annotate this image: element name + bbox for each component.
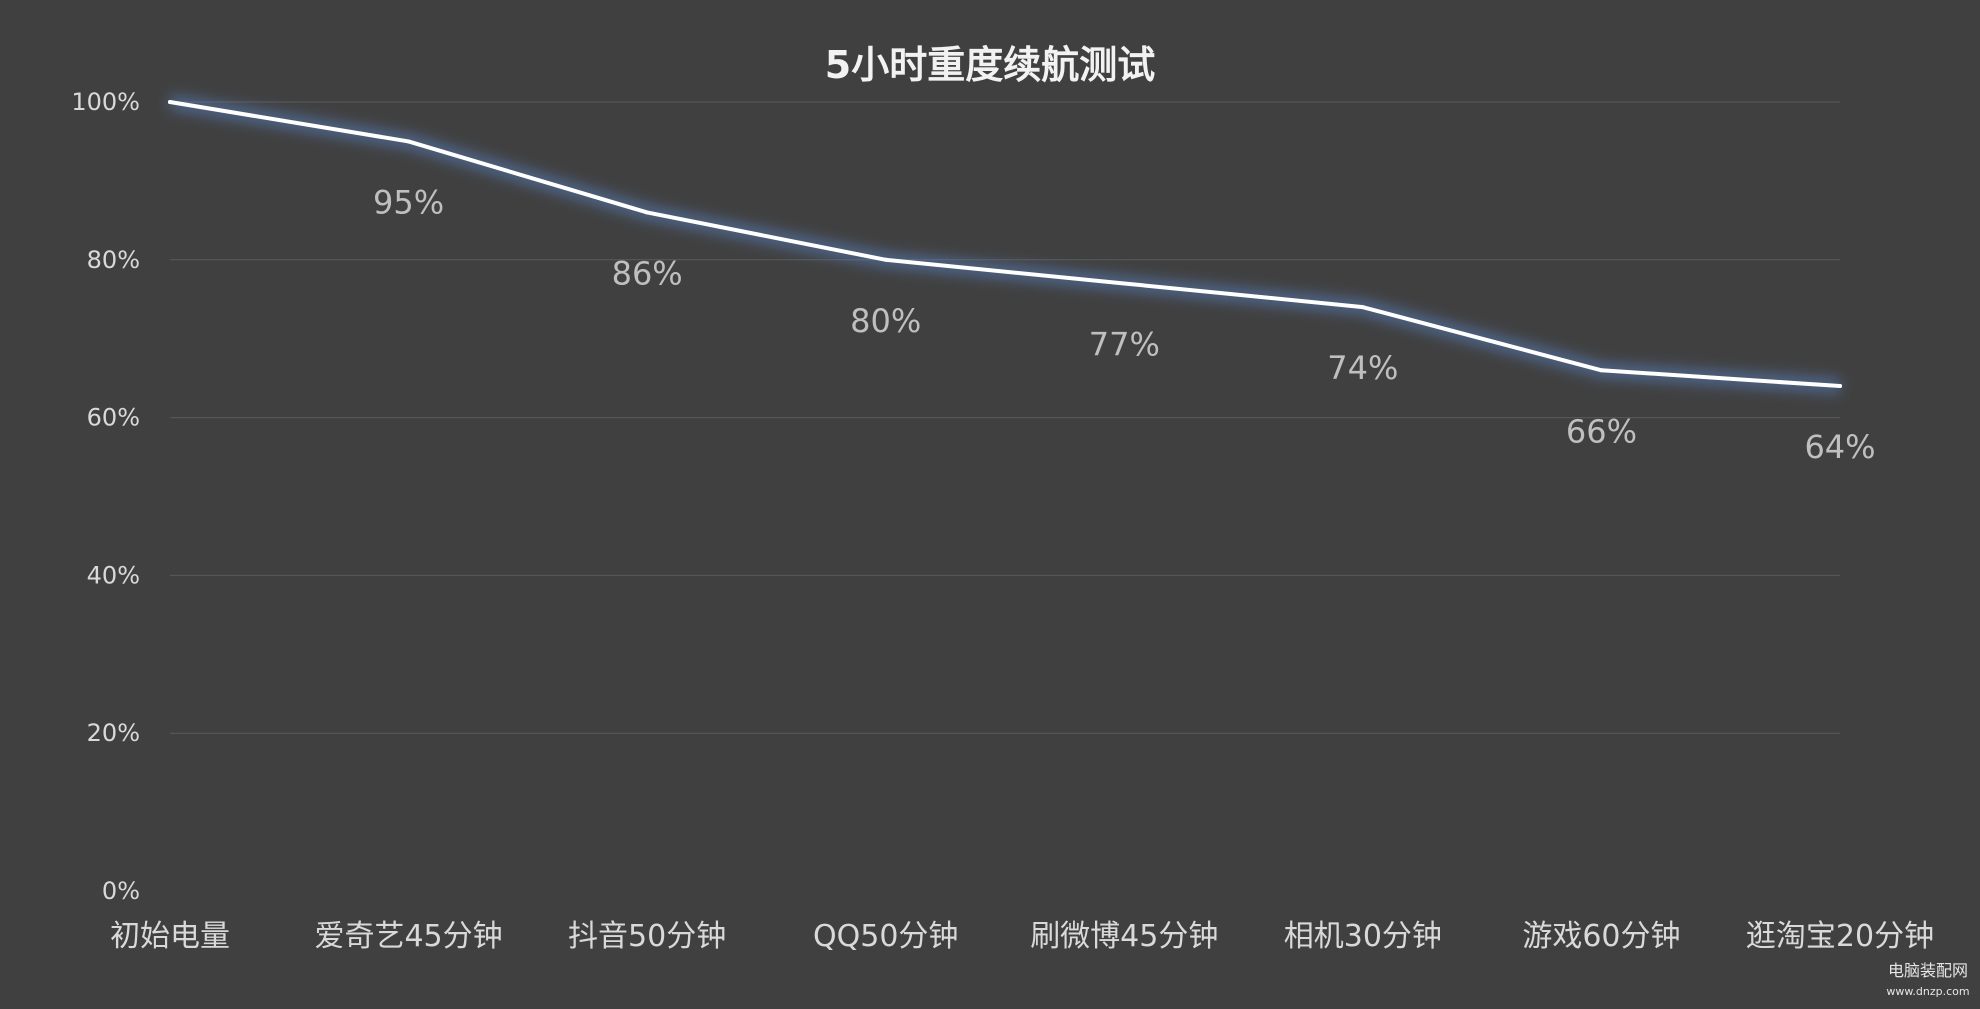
data-point [1838, 384, 1842, 389]
y-tick-label: 0% [102, 877, 140, 905]
y-tick-label: 80% [87, 246, 140, 274]
data-point [168, 100, 172, 104]
data-point [1599, 368, 1604, 373]
series-lines [168, 95, 1842, 394]
data-label: 64% [1804, 428, 1875, 466]
data-label: 80% [850, 302, 921, 340]
data-label: 74% [1327, 349, 1398, 387]
data-label: 95% [373, 183, 444, 221]
x-axis-ticks: 初始电量 爱奇艺45分钟 抖音50分钟 QQ50分钟 刷微博45分钟 相机30分钟 游戏60… [110, 919, 1934, 954]
y-tick-label: 40% [87, 561, 140, 589]
data-label: 86% [612, 254, 683, 292]
watermark: 电脑装配网 www.dnzp.com [1886, 961, 1969, 998]
x-tick-label: 抖音50分钟 [568, 919, 726, 954]
data-point [883, 257, 888, 262]
y-axis-ticks: 0% 20% 40% 60% 80% 100% [71, 88, 140, 905]
x-tick-label: 初始电量 [110, 919, 230, 954]
y-tick-label: 20% [87, 719, 140, 747]
y-tick-label: 60% [87, 404, 140, 432]
y-tick-label: 100% [71, 88, 140, 116]
data-point [645, 210, 650, 215]
chart-title: 5小时重度续航测试 [825, 43, 1155, 87]
data-point [1360, 305, 1365, 310]
data-label: 66% [1566, 412, 1637, 450]
watermark-line1: 电脑装配网 [1888, 961, 1968, 980]
gridlines [170, 101, 1840, 734]
x-tick-label: 爱奇艺45分钟 [314, 919, 502, 954]
data-labels: 95% 86% 80% 77% 74% 66% 64% [373, 183, 1876, 466]
x-tick-label: 游戏60分钟 [1522, 919, 1680, 954]
series-line [168, 100, 1842, 389]
watermark-line2: www.dnzp.com [1886, 985, 1969, 998]
data-point [406, 139, 411, 144]
data-label: 77% [1089, 325, 1160, 363]
x-tick-label: 刷微博45分钟 [1030, 919, 1218, 954]
x-tick-label: 相机30分钟 [1284, 919, 1442, 954]
data-point [1122, 281, 1127, 286]
x-tick-label: 逛淘宝20分钟 [1746, 919, 1934, 954]
x-tick-label: QQ50分钟 [813, 919, 958, 954]
